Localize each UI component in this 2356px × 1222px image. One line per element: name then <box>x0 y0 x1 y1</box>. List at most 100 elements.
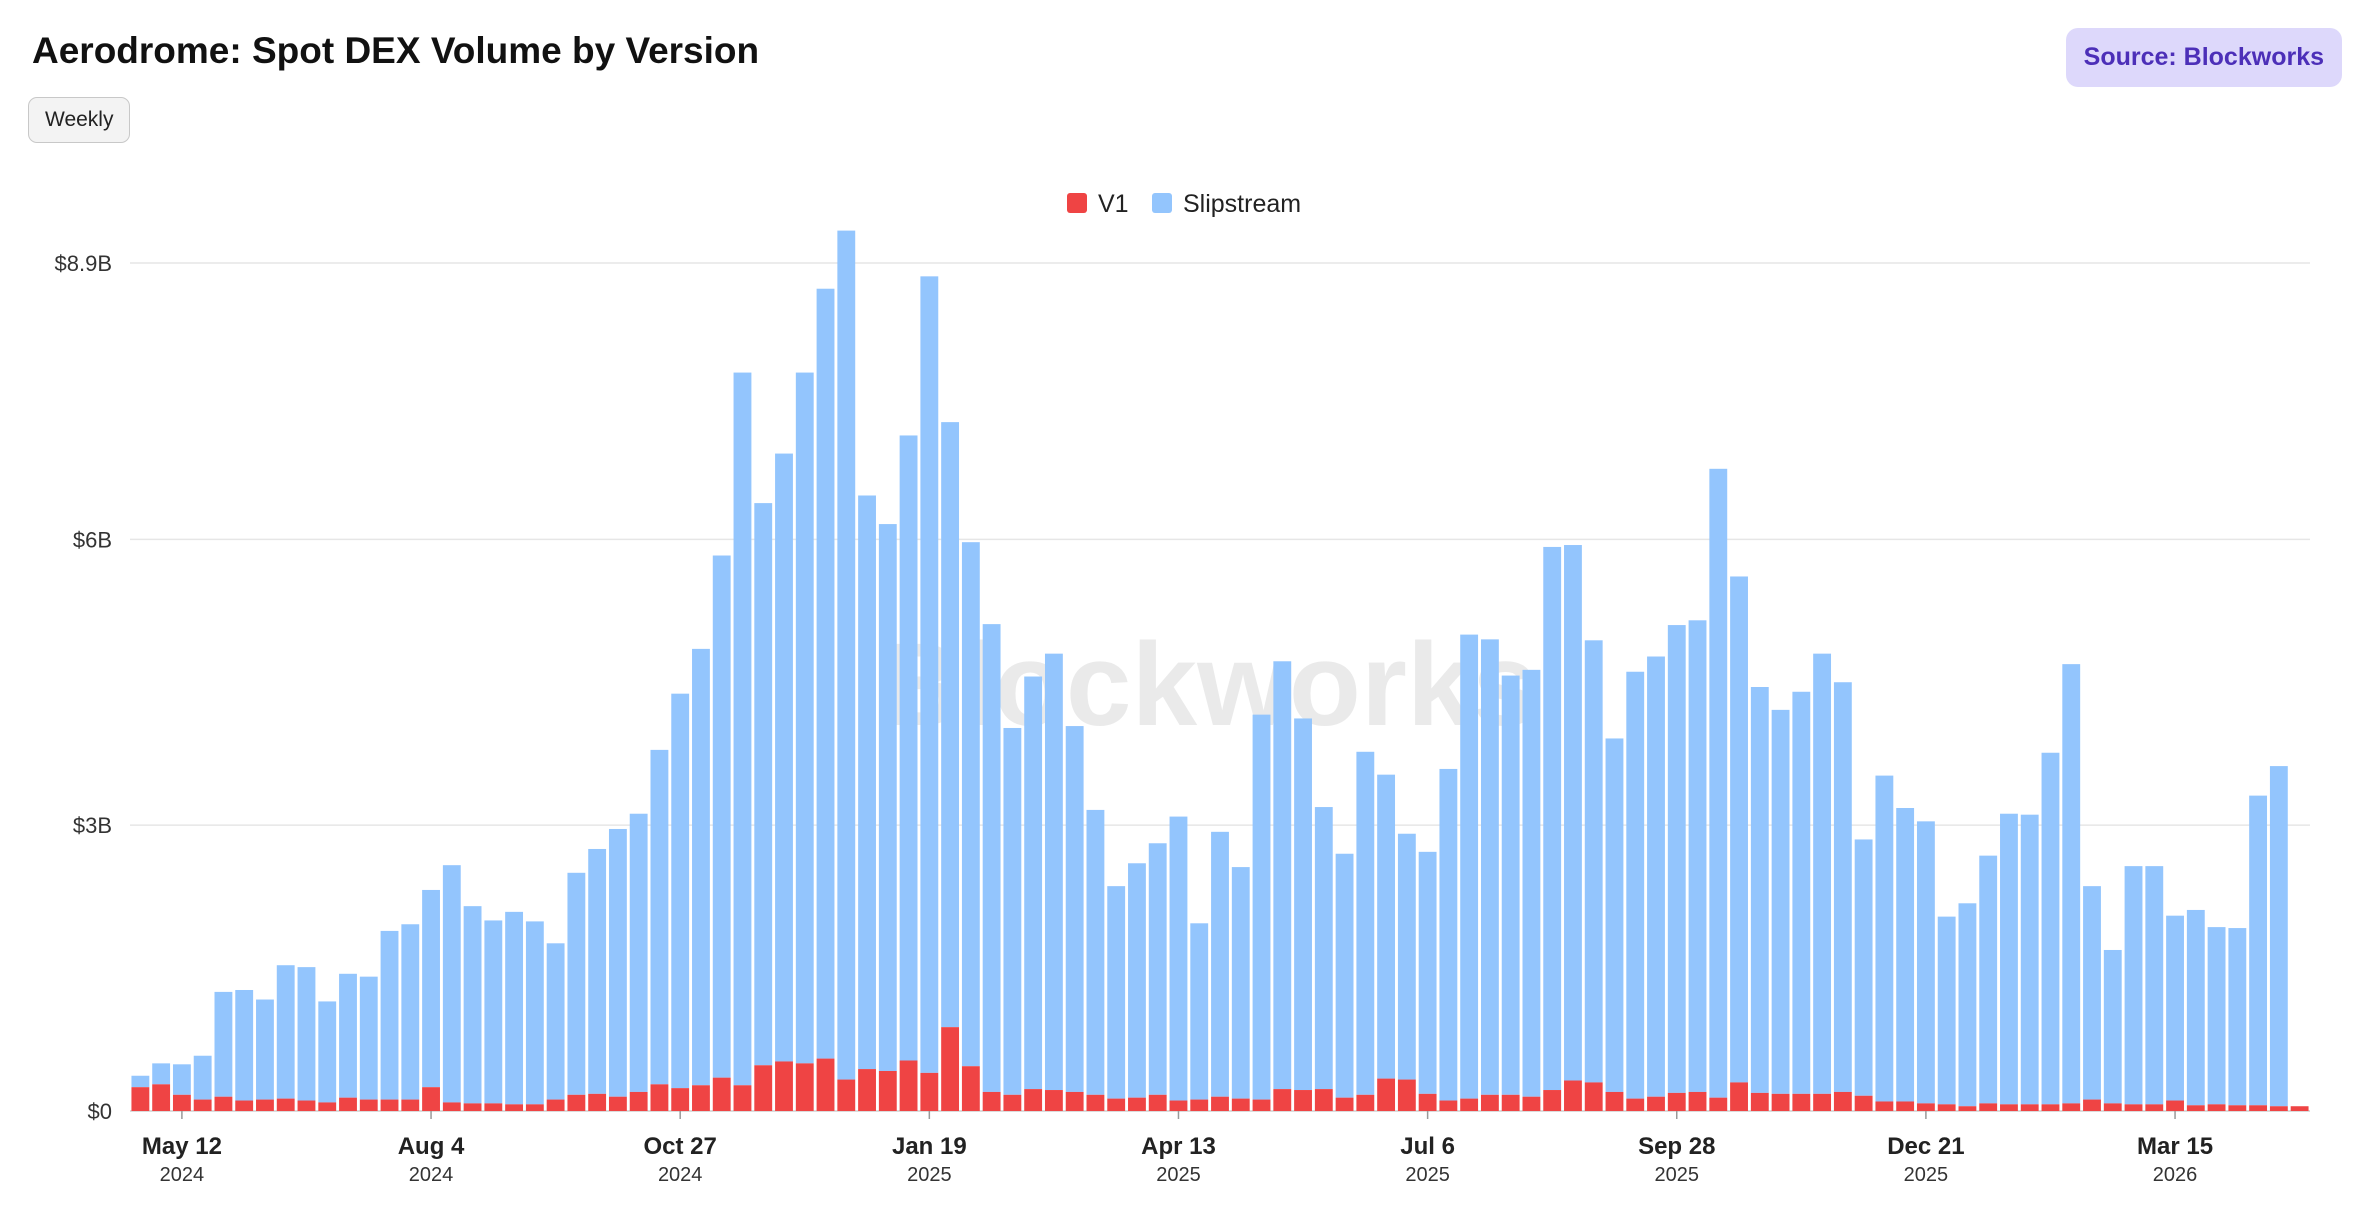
bar-slipstream[interactable] <box>422 889 440 1088</box>
bar-v1[interactable] <box>920 1072 939 1111</box>
bar-v1[interactable] <box>484 1103 503 1111</box>
bar-v1[interactable] <box>2083 1099 2101 1111</box>
bar-v1[interactable] <box>1024 1089 1043 1111</box>
bar-v1[interactable] <box>235 1100 254 1111</box>
bar-v1[interactable] <box>297 1100 316 1111</box>
bar-v1[interactable] <box>1896 1101 1915 1111</box>
bar-slipstream[interactable] <box>1543 546 1562 1091</box>
bar-v1[interactable] <box>899 1060 918 1111</box>
bar-slipstream[interactable] <box>1024 676 1043 1090</box>
bar-v1[interactable] <box>1003 1094 1022 1111</box>
bar-v1[interactable] <box>339 1097 357 1111</box>
bar-v1[interactable] <box>1377 1078 1396 1111</box>
bar-slipstream[interactable] <box>1875 775 1894 1102</box>
bar-v1[interactable] <box>2020 1104 2039 1111</box>
bar-slipstream[interactable] <box>1709 468 1728 1098</box>
bar-slipstream[interactable] <box>1294 718 1312 1091</box>
bar-v1[interactable] <box>318 1102 337 1111</box>
bar-slipstream[interactable] <box>1148 843 1167 1095</box>
bar-v1[interactable] <box>795 1063 814 1111</box>
bar-v1[interactable] <box>671 1088 690 1111</box>
bar-slipstream[interactable] <box>1169 816 1188 1101</box>
legend-label-slipstream[interactable]: Slipstream <box>1183 190 1301 218</box>
bar-slipstream[interactable] <box>982 624 1001 1092</box>
bar-v1[interactable] <box>1169 1100 1188 1111</box>
bar-v1[interactable] <box>1854 1095 1873 1111</box>
bar-v1[interactable] <box>2207 1104 2226 1111</box>
bar-v1[interactable] <box>2269 1106 2288 1111</box>
bar-slipstream[interactable] <box>920 276 939 1073</box>
bar-v1[interactable] <box>816 1058 835 1111</box>
bar-v1[interactable] <box>650 1084 669 1111</box>
bar-slipstream[interactable] <box>858 495 876 1070</box>
bar-v1[interactable] <box>1543 1090 1562 1111</box>
bar-v1[interactable] <box>1460 1098 1479 1111</box>
bar-slipstream[interactable] <box>1231 867 1250 1099</box>
bar-slipstream[interactable] <box>795 372 814 1064</box>
bar-v1[interactable] <box>982 1091 1001 1111</box>
bar-slipstream[interactable] <box>1730 576 1748 1083</box>
bar-slipstream[interactable] <box>1128 863 1146 1098</box>
bar-v1[interactable] <box>1750 1092 1769 1111</box>
bar-v1[interactable] <box>152 1084 171 1111</box>
bar-v1[interactable] <box>1356 1094 1375 1111</box>
bar-slipstream[interactable] <box>2166 915 2184 1101</box>
bar-v1[interactable] <box>712 1077 731 1111</box>
bar-slipstream[interactable] <box>1916 821 1935 1104</box>
bar-slipstream[interactable] <box>1314 807 1333 1090</box>
bar-v1[interactable] <box>2145 1104 2164 1111</box>
bar-slipstream[interactable] <box>671 693 690 1089</box>
bar-v1[interactable] <box>775 1061 793 1111</box>
bar-v1[interactable] <box>2041 1104 2060 1111</box>
bar-v1[interactable] <box>1211 1096 1229 1111</box>
bar-slipstream[interactable] <box>214 991 233 1097</box>
bar-v1[interactable] <box>1065 1091 1084 1111</box>
bar-slipstream[interactable] <box>733 372 752 1086</box>
source-button[interactable]: Source: Blockworks <box>2065 28 2342 87</box>
bar-slipstream[interactable] <box>1688 620 1707 1092</box>
bar-slipstream[interactable] <box>1958 903 1977 1107</box>
bar-v1[interactable] <box>1418 1093 1437 1111</box>
bar-v1[interactable] <box>608 1096 627 1111</box>
bar-slipstream[interactable] <box>1003 727 1022 1095</box>
bar-v1[interactable] <box>1626 1098 1645 1111</box>
bar-slipstream[interactable] <box>2207 927 2226 1105</box>
bar-slipstream[interactable] <box>380 930 399 1100</box>
bar-slipstream[interactable] <box>1273 661 1292 1090</box>
bar-v1[interactable] <box>359 1099 378 1111</box>
bar-v1[interactable] <box>1314 1089 1333 1111</box>
bar-v1[interactable] <box>1564 1080 1582 1111</box>
bar-slipstream[interactable] <box>2041 752 2060 1105</box>
bar-slipstream[interactable] <box>608 828 627 1097</box>
bar-slipstream[interactable] <box>1065 726 1084 1092</box>
bar-v1[interactable] <box>1294 1090 1312 1111</box>
bar-slipstream[interactable] <box>1252 714 1271 1100</box>
bar-slipstream[interactable] <box>525 921 544 1105</box>
bar-slipstream[interactable] <box>1377 774 1396 1079</box>
bar-v1[interactable] <box>1190 1099 1209 1111</box>
bar-v1[interactable] <box>629 1091 648 1111</box>
bar-v1[interactable] <box>1397 1079 1416 1111</box>
bar-slipstream[interactable] <box>961 542 980 1067</box>
bar-v1[interactable] <box>1647 1096 1665 1111</box>
bar-v1[interactable] <box>878 1070 897 1111</box>
bar-slipstream[interactable] <box>1792 691 1811 1094</box>
bar-slipstream[interactable] <box>193 1055 212 1100</box>
bar-slipstream[interactable] <box>2228 928 2247 1106</box>
bar-v1[interactable] <box>1044 1090 1063 1111</box>
bar-slipstream[interactable] <box>172 1064 191 1095</box>
bar-v1[interactable] <box>733 1085 752 1111</box>
bar-slipstream[interactable] <box>359 976 378 1100</box>
bar-v1[interactable] <box>2290 1106 2309 1111</box>
bar-slipstream[interactable] <box>1896 808 1915 1102</box>
bar-v1[interactable] <box>1979 1103 1998 1111</box>
bar-v1[interactable] <box>214 1096 233 1111</box>
legend-label-v1[interactable]: V1 <box>1098 190 1129 218</box>
bar-v1[interactable] <box>442 1102 461 1111</box>
bar-v1[interactable] <box>1875 1101 1894 1111</box>
bar-v1[interactable] <box>858 1069 876 1111</box>
bar-v1[interactable] <box>1107 1098 1126 1111</box>
bar-slipstream[interactable] <box>1480 639 1499 1095</box>
bar-slipstream[interactable] <box>1044 653 1063 1091</box>
bar-v1[interactable] <box>276 1098 295 1111</box>
